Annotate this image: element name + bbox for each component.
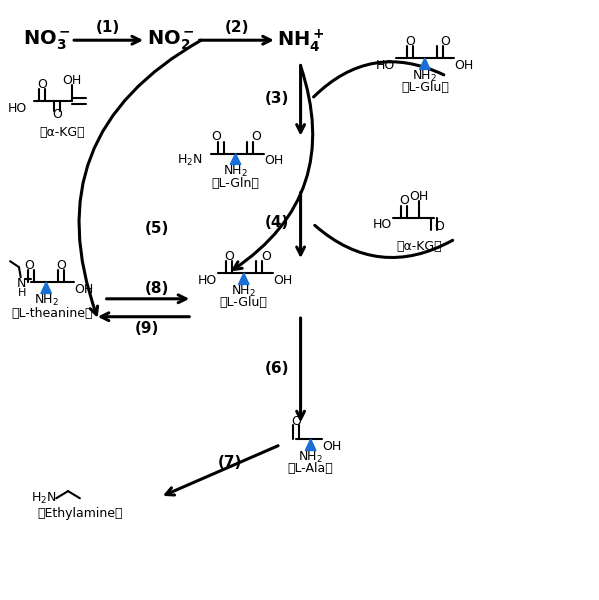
Text: O: O (211, 130, 221, 143)
Text: NH$_2$: NH$_2$ (231, 283, 256, 299)
Text: (4): (4) (265, 215, 289, 230)
Text: O: O (441, 35, 450, 48)
Text: （α-KG）: （α-KG） (396, 240, 441, 253)
Text: NH$_2$: NH$_2$ (412, 68, 437, 83)
Text: OH: OH (273, 274, 293, 287)
Text: OH: OH (62, 74, 81, 87)
Text: OH: OH (322, 440, 341, 453)
Text: （L-Ala）: （L-Ala） (288, 462, 334, 475)
Text: O: O (37, 79, 47, 91)
Text: NH$_2$: NH$_2$ (298, 449, 323, 464)
Text: OH: OH (409, 190, 428, 203)
Text: (3): (3) (265, 91, 289, 106)
Text: $\mathbf{NO_2^-}$: $\mathbf{NO_2^-}$ (147, 28, 194, 52)
Text: $\mathbf{NO_3^-}$: $\mathbf{NO_3^-}$ (23, 28, 71, 52)
Text: OH: OH (454, 59, 473, 72)
Text: (5): (5) (144, 221, 169, 236)
Text: O: O (261, 250, 271, 263)
Text: H$_2$N: H$_2$N (177, 153, 203, 169)
Text: NH$_2$: NH$_2$ (223, 164, 248, 179)
Text: (2): (2) (225, 20, 249, 35)
Polygon shape (41, 282, 52, 293)
Text: HO: HO (373, 218, 392, 231)
Text: (6): (6) (265, 361, 289, 376)
Polygon shape (305, 439, 316, 451)
Text: （L-Gln）: （L-Gln） (211, 177, 259, 190)
Polygon shape (238, 273, 249, 284)
Text: （Ethylamine）: （Ethylamine） (37, 507, 123, 520)
Text: (7): (7) (217, 455, 242, 470)
Text: O: O (251, 130, 261, 143)
Text: （L-Glu）: （L-Glu） (220, 296, 268, 310)
Text: (9): (9) (135, 321, 159, 336)
Text: NH$_2$: NH$_2$ (34, 292, 59, 308)
Text: O: O (291, 415, 301, 428)
Text: OH: OH (74, 283, 93, 296)
Text: O: O (399, 194, 409, 208)
Text: （α-KG）: （α-KG） (40, 126, 85, 139)
Text: O: O (25, 259, 35, 272)
Text: O: O (224, 250, 234, 263)
Text: （L-Glu）: （L-Glu） (401, 82, 449, 94)
Text: N: N (17, 277, 26, 290)
Text: OH: OH (264, 154, 283, 167)
Polygon shape (230, 154, 241, 164)
Text: $\mathbf{NH_4^+}$: $\mathbf{NH_4^+}$ (277, 27, 324, 53)
Text: H$_2$N: H$_2$N (31, 491, 56, 506)
Text: HO: HO (376, 59, 395, 72)
Polygon shape (419, 58, 430, 70)
Text: O: O (405, 35, 415, 48)
Text: （L-theanine）: （L-theanine） (11, 307, 93, 320)
Text: HO: HO (198, 274, 217, 287)
Text: O: O (52, 109, 62, 121)
Text: (1): (1) (96, 20, 120, 35)
Text: (8): (8) (144, 281, 169, 296)
Text: O: O (435, 220, 444, 233)
Text: O: O (56, 259, 66, 272)
Text: H: H (18, 288, 26, 298)
Text: HO: HO (7, 102, 26, 115)
